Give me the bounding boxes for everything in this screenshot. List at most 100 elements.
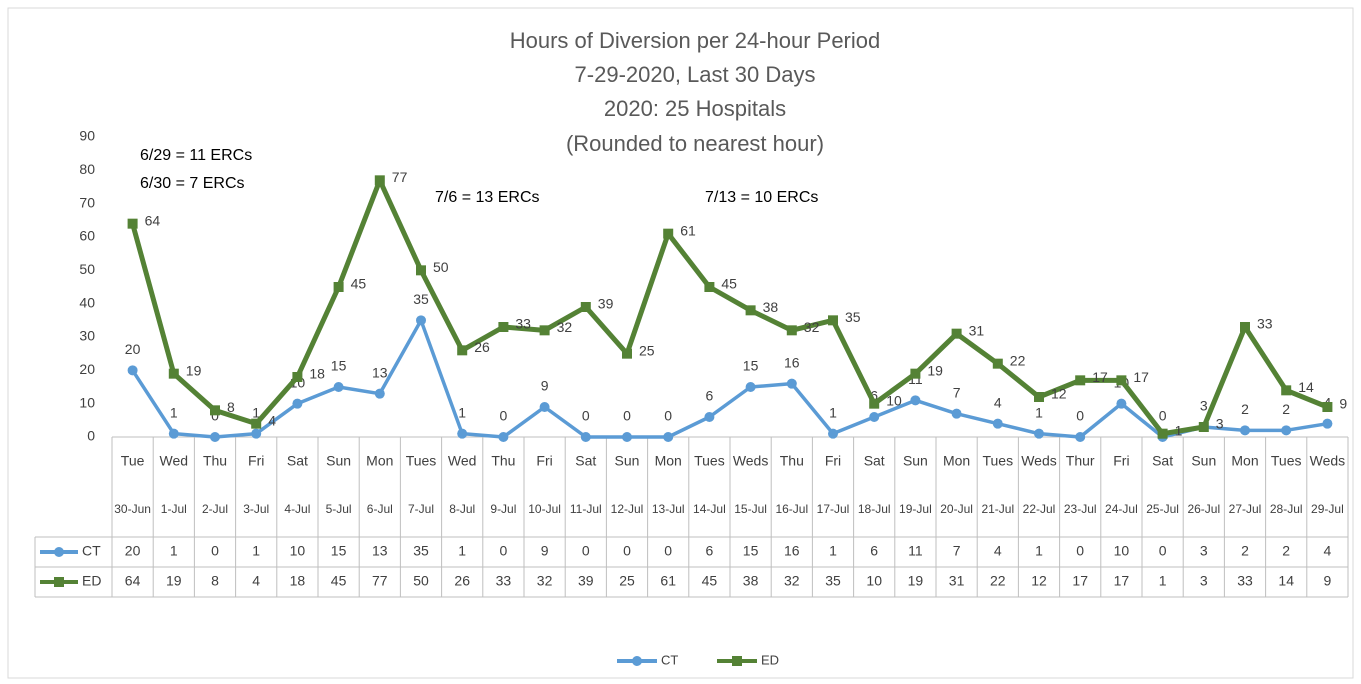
data-point <box>539 325 550 336</box>
data-label: 1 <box>252 404 260 420</box>
y-tick-label: 60 <box>79 228 95 244</box>
x-tick-label: 16-Jul <box>775 502 808 516</box>
table-value: 9 <box>1324 573 1332 589</box>
x-tick-label: Sat <box>575 453 596 469</box>
data-label: 0 <box>664 408 672 424</box>
x-tick-label: Thu <box>203 453 227 469</box>
data-point <box>1240 322 1250 332</box>
x-tick-label: 27-Jul <box>1229 502 1262 516</box>
series-line <box>130 177 1329 437</box>
data-point <box>292 398 303 409</box>
data-label: 19 <box>186 362 202 378</box>
x-tick-label: Tues <box>982 453 1013 469</box>
y-tick-label: 80 <box>79 161 95 177</box>
table-value: 2 <box>1241 543 1249 559</box>
x-tick-label: Sun <box>1191 453 1216 469</box>
data-point <box>210 405 220 416</box>
data-label: 18 <box>309 366 325 382</box>
data-label: 32 <box>804 319 820 335</box>
table-value: 22 <box>990 573 1006 589</box>
data-label: 77 <box>392 169 408 185</box>
data-point <box>869 412 880 422</box>
data-label: 4 <box>268 412 276 428</box>
data-label: 3 <box>1200 398 1208 414</box>
data-label: 26 <box>474 339 490 355</box>
table-value: 11 <box>908 543 923 559</box>
table-value: 1 <box>1035 543 1043 559</box>
data-point <box>869 398 880 409</box>
table-value: 12 <box>1031 573 1047 589</box>
table-value: 77 <box>372 573 388 589</box>
data-point <box>333 282 344 292</box>
data-point <box>1281 385 1292 396</box>
x-tick-label: Weds <box>733 453 769 469</box>
table-value: 45 <box>702 573 718 589</box>
data-label: 64 <box>145 212 161 228</box>
table-series-name: CT <box>82 543 101 559</box>
data-label: 1 <box>458 404 466 420</box>
data-point <box>786 378 797 389</box>
legend-key-marker <box>54 577 64 587</box>
data-point <box>374 175 385 186</box>
table-value: 45 <box>331 573 347 589</box>
table-value: 4 <box>1324 543 1332 559</box>
table-value: 38 <box>743 573 759 589</box>
data-label: 0 <box>500 408 508 424</box>
chart-title: 2020: 25 Hospitals <box>604 96 786 121</box>
x-tick-label: 17-Jul <box>817 502 850 516</box>
table-value: 15 <box>743 543 759 559</box>
table-value: 35 <box>413 543 429 559</box>
legend-label: CT <box>661 652 678 667</box>
x-tick-label: Mon <box>943 453 970 469</box>
data-label: 50 <box>433 259 449 275</box>
data-point <box>1322 402 1333 412</box>
x-tick-label: 3-Jul <box>243 502 269 516</box>
data-label: 33 <box>515 316 531 332</box>
x-tick-label: 21-Jul <box>981 502 1014 516</box>
data-label: 12 <box>1051 386 1067 402</box>
x-tick-label: 1-Jul <box>161 502 187 516</box>
table-value: 1 <box>458 543 466 559</box>
x-tick-label: Wed <box>448 453 477 469</box>
x-tick-label: Fri <box>536 453 552 469</box>
x-tick-label: Fri <box>825 453 841 469</box>
data-label: 6 <box>870 388 878 404</box>
x-tick-label: Tues <box>1271 453 1302 469</box>
x-tick-label: Tues <box>406 453 437 469</box>
data-label: 15 <box>743 358 759 374</box>
x-tick-label: 11-Jul <box>570 502 602 516</box>
table-value: 10 <box>1114 543 1130 559</box>
data-label: 22 <box>1010 352 1026 368</box>
data-point <box>457 345 468 356</box>
table-value: 1 <box>829 543 837 559</box>
data-point <box>1075 375 1086 386</box>
table-value: 16 <box>784 543 800 559</box>
chart-title: (Rounded to nearest hour) <box>566 131 824 156</box>
x-tick-label: 7-Jul <box>408 502 434 516</box>
annotation: 6/29 = 11 ERCs <box>140 147 252 164</box>
data-label: 32 <box>557 319 573 335</box>
table-value: 33 <box>1237 573 1253 589</box>
x-tick-label: Fri <box>1113 453 1129 469</box>
data-point <box>1116 375 1127 386</box>
data-label: 35 <box>413 291 429 307</box>
x-tick-label: Thur <box>1066 453 1095 469</box>
data-label: 1 <box>1175 422 1183 438</box>
table-value: 61 <box>660 573 676 589</box>
data-point <box>1034 428 1044 439</box>
legend-key-marker <box>54 547 64 557</box>
x-tick-label: 9-Jul <box>490 502 516 516</box>
x-tick-label: 12-Jul <box>611 502 644 516</box>
table-value: 25 <box>619 573 635 589</box>
legend-label: ED <box>761 652 779 667</box>
x-tick-label: Sat <box>287 453 308 469</box>
data-point <box>663 432 674 442</box>
data-label: 25 <box>639 342 655 358</box>
data-point <box>1240 425 1250 436</box>
x-tick-label: 25-Jul <box>1146 502 1179 516</box>
x-tick-label: Tues <box>694 453 725 469</box>
y-tick-label: 30 <box>79 328 95 344</box>
data-point <box>1198 422 1209 432</box>
data-point <box>127 365 138 376</box>
